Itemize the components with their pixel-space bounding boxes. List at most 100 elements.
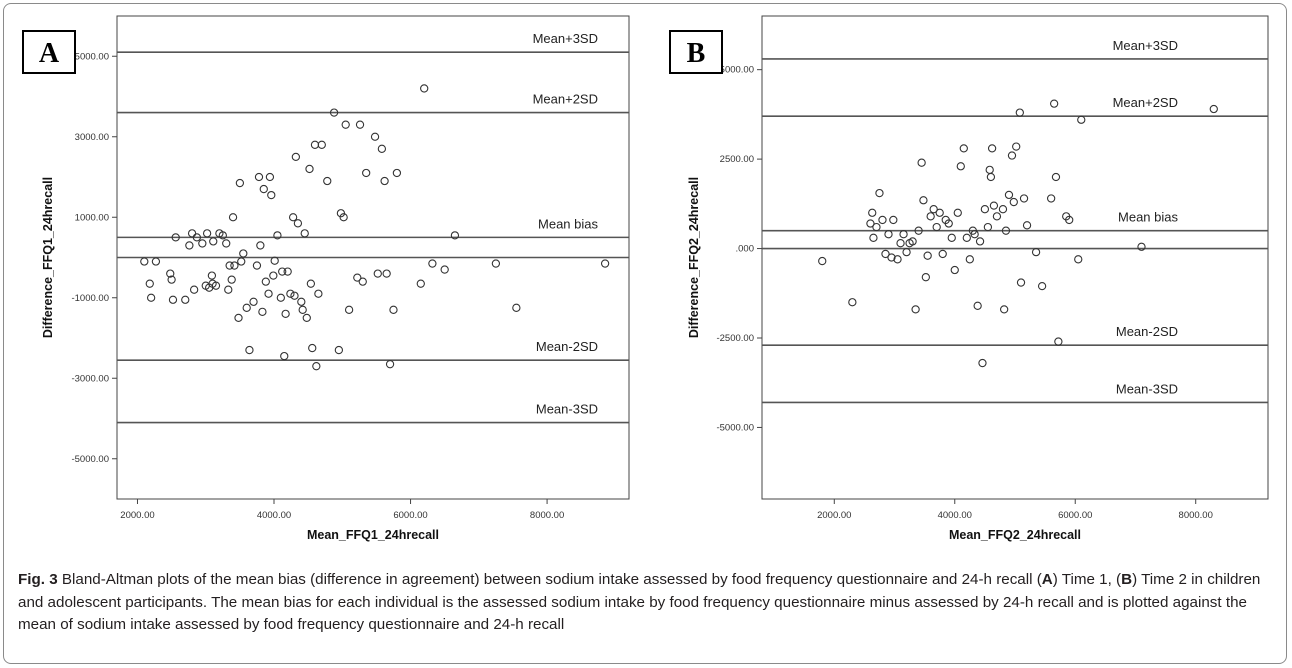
y-tick-label-b: 2500.00 [720, 154, 754, 165]
caption-fig-label: Fig. 3 [18, 571, 58, 588]
data-point-a [261, 277, 270, 286]
data-point-a [362, 168, 371, 178]
data-point-a [302, 313, 311, 323]
data-point-b [902, 247, 911, 257]
data-point-b [1031, 247, 1041, 257]
data-point-b [1019, 194, 1029, 203]
data-point-b [872, 222, 881, 232]
data-point-a [230, 261, 239, 270]
ref-line-label-b: Mean bias [1118, 210, 1178, 225]
ref-line-label-b: Mean-3SD [1116, 381, 1178, 396]
x-tick-label-b: 6000.00 [1058, 510, 1092, 521]
data-point-a [273, 231, 282, 240]
data-point-a [187, 229, 197, 238]
data-point-a [249, 297, 258, 306]
data-point-a [140, 257, 149, 266]
data-point-a [286, 289, 295, 298]
panel-label-box-a [22, 30, 76, 74]
data-point-b [848, 298, 857, 307]
data-point-b [1046, 194, 1056, 203]
data-point-b [919, 196, 928, 205]
data-point-b [887, 253, 896, 262]
data-point-a [151, 257, 161, 266]
data-point-a [370, 132, 380, 141]
data-point-b [899, 230, 908, 239]
data-point-a [389, 305, 398, 314]
data-point-a [420, 84, 429, 93]
data-point-b [868, 208, 877, 217]
data-point-b [932, 222, 941, 232]
data-point-a [254, 172, 264, 182]
data-point-a [300, 229, 309, 238]
y-tick-label-a: 5000.00 [75, 51, 109, 62]
data-point-a [202, 229, 212, 238]
panel-a: Mean+3SD Mean+2SD Mean bias Mean-2SD Mean-3S… [22, 15, 630, 542]
data-point-b [987, 144, 997, 153]
data-point-a [305, 164, 314, 174]
data-point-a [377, 144, 387, 153]
ref-line-label-b: Mean+3SD [1113, 38, 1178, 53]
caption-text-3: ) Time 2 in children and adolescent part… [18, 571, 1261, 633]
data-point-a [373, 269, 382, 278]
data-point-a [281, 309, 290, 318]
data-point-b [1050, 99, 1059, 108]
data-point-a [146, 293, 156, 302]
y-tick-label-b: -5000.00 [716, 422, 754, 433]
data-point-a [380, 176, 389, 186]
data-point-b [1054, 337, 1063, 346]
data-point-b [878, 215, 887, 225]
panel-label-box-b [669, 30, 723, 74]
caption-label-b: B [1121, 571, 1133, 588]
data-point-a [168, 295, 178, 304]
data-point-b [1022, 221, 1032, 230]
data-point-a [440, 265, 449, 274]
x-axis-title-a: Mean_FFQ1_24hrecall [307, 528, 439, 542]
data-point-b [889, 215, 898, 225]
data-point-a [358, 277, 367, 286]
panel-label-a: A [39, 38, 60, 69]
data-point-b [1001, 226, 1011, 235]
data-point-a [225, 261, 234, 270]
data-point-a [270, 256, 279, 265]
data-point-a [228, 213, 238, 222]
data-point-b [893, 255, 902, 264]
data-point-a [145, 279, 154, 288]
data-point-b [965, 255, 974, 264]
data-point-b [914, 226, 923, 235]
data-point-a [314, 289, 323, 298]
data-point-a [192, 233, 202, 242]
data-point-b [1065, 215, 1074, 225]
y-tick-label-a: 1000.00 [75, 212, 109, 223]
y-tick-label-b: .000 [736, 244, 755, 255]
data-point-a [339, 213, 348, 222]
y-tick-label-a: -5000.00 [71, 454, 109, 465]
data-point-b [1077, 115, 1086, 124]
data-point-a [181, 295, 190, 304]
data-point-a [237, 257, 246, 266]
y-tick-label-a: -1000.00 [71, 293, 109, 304]
data-point-b [962, 233, 971, 242]
data-point-a [450, 231, 460, 240]
data-point-a [306, 279, 316, 288]
data-point-a [235, 178, 245, 188]
data-point-b [1004, 190, 1014, 200]
data-point-a [290, 291, 299, 300]
data-point-b [947, 233, 956, 242]
plot-area-b [761, 15, 1269, 500]
panel-b: Mean+3SD Mean+2SD Mean bias Mean-2SD Mean-3S… [669, 15, 1269, 542]
ref-line-label-b: Mean+2SD [1113, 95, 1178, 110]
data-point-a [185, 241, 194, 250]
x-tick-label-b: 8000.00 [1179, 510, 1213, 521]
data-point-a [239, 249, 248, 258]
data-point-a [334, 345, 344, 355]
data-point-a [308, 343, 317, 353]
data-point-a [428, 259, 437, 268]
data-point-a [256, 241, 265, 250]
data-point-a [291, 152, 301, 162]
data-point-a [242, 303, 251, 312]
data-point-a [329, 108, 339, 117]
data-point-b [881, 249, 890, 259]
data-point-b [1000, 305, 1009, 314]
data-point-b [938, 249, 947, 259]
